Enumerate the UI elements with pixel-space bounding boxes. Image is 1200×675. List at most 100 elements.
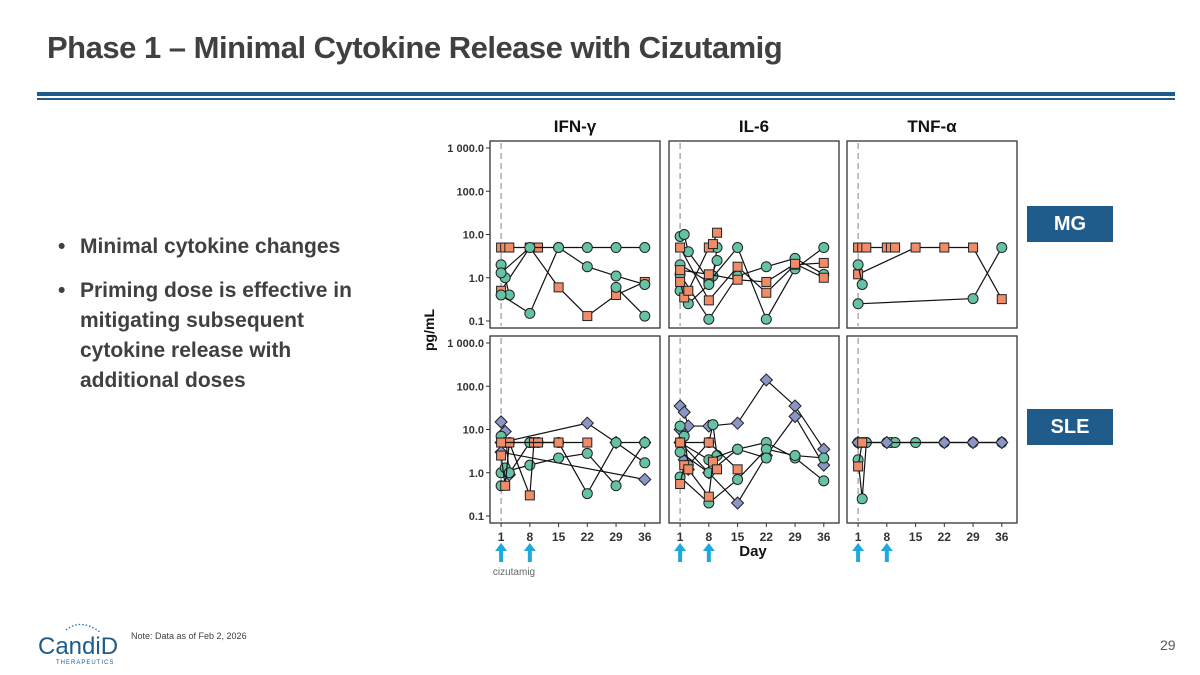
panel-title: IL-6: [739, 117, 769, 136]
data-point-circle: [760, 452, 772, 464]
x-tick-label: 1: [677, 530, 684, 544]
panel-title: IFN-γ: [554, 117, 597, 136]
data-point-square: [703, 295, 714, 306]
x-tick-label: 36: [817, 530, 831, 544]
y-axis-label: pg/mL: [421, 309, 437, 351]
data-point-circle: [639, 278, 651, 290]
data-point-circle: [610, 242, 622, 254]
data-point-square: [853, 461, 864, 472]
data-point-square: [675, 276, 686, 287]
dose-arrow-icon: [880, 543, 893, 562]
series-line: [500, 451, 645, 481]
dose-arrow-shape: [880, 543, 893, 562]
data-point-circle: [581, 242, 593, 254]
data-point-diamond: [759, 373, 774, 387]
dose-arrow-shape: [674, 543, 687, 562]
data-point-square: [910, 242, 921, 253]
panel-frame: [846, 140, 1018, 329]
data-point-circle: [610, 270, 622, 282]
data-point-square: [761, 276, 772, 287]
y-tick-label: 100.0: [456, 381, 484, 393]
dose-arrow-icon: [702, 543, 715, 562]
data-point-circle: [553, 452, 565, 464]
data-point-diamond: [580, 416, 595, 430]
data-point-square: [675, 437, 686, 448]
data-point-square: [732, 464, 743, 475]
x-tick-label: 15: [731, 530, 745, 544]
x-tick-label: 29: [788, 530, 802, 544]
data-point-circle: [707, 419, 719, 431]
data-point-circle: [639, 310, 651, 322]
data-point-circle: [856, 493, 868, 505]
data-point-square: [496, 450, 507, 461]
x-tick-label: 1: [498, 530, 505, 544]
data-point-circle: [711, 255, 723, 267]
data-point-square: [732, 274, 743, 285]
data-point-circle: [495, 289, 507, 301]
series-line: [615, 286, 646, 317]
dose-arrow-shape: [523, 543, 536, 562]
data-point-circle: [581, 261, 593, 273]
x-tick-label: 8: [526, 530, 533, 544]
series-line: [679, 442, 767, 461]
x-axis-label: Day: [739, 543, 767, 560]
data-point-circle: [674, 446, 686, 458]
title-divider-thin: [37, 98, 1175, 100]
data-point-square: [683, 464, 694, 475]
data-point-circle: [674, 420, 686, 432]
y-tick-label: 100.0: [456, 186, 484, 198]
row-tag-mg: MG: [1027, 206, 1113, 242]
page-number: 29: [1160, 637, 1176, 653]
data-point-circle: [524, 459, 536, 471]
data-point-circle: [703, 313, 715, 325]
bullet-dot-icon: •: [58, 279, 66, 302]
data-point-diamond: [730, 416, 745, 430]
panel-frame: [668, 335, 840, 524]
x-tick-label: 22: [581, 530, 595, 544]
data-point-diamond: [638, 472, 652, 487]
logo-subtext: THERAPEUTICS: [56, 660, 114, 666]
dose-arrow-icon: [852, 543, 865, 562]
bullet-list: • Minimal cytokine changes • Priming dose …: [58, 232, 378, 410]
y-tick-label: 1.0: [469, 273, 484, 285]
data-point-circle: [703, 278, 715, 290]
data-point-square: [703, 437, 714, 448]
dose-arrow-icon: [674, 543, 687, 562]
data-point-square: [553, 282, 564, 293]
data-point-circle: [732, 443, 744, 455]
series-line: [679, 441, 825, 482]
data-point-diamond: [788, 409, 802, 424]
logo-text: CandiD: [38, 633, 118, 660]
data-point-circle: [639, 457, 651, 469]
data-point-circle: [639, 242, 651, 254]
data-point-circle: [789, 450, 801, 462]
company-logo: CandiD THERAPEUTICS: [38, 623, 118, 666]
data-point-square: [703, 491, 714, 502]
data-point-square: [857, 437, 868, 448]
data-point-circle: [581, 488, 593, 500]
data-point-diamond: [677, 405, 691, 419]
data-point-square: [582, 437, 593, 448]
data-point-square: [818, 272, 829, 283]
data-point-square: [524, 490, 535, 501]
y-tick-label: 1 000.0: [447, 143, 484, 155]
data-point-diamond: [995, 435, 1009, 450]
bullet-item: • Priming dose is effective in mitigating…: [58, 276, 378, 396]
data-point-square: [496, 437, 507, 448]
data-point-square: [675, 478, 686, 489]
data-point-circle: [818, 475, 830, 487]
data-point-square: [500, 480, 511, 491]
y-tick-label: 0.1: [469, 316, 484, 328]
data-point-square: [861, 242, 872, 253]
x-tick-label: 36: [995, 530, 1009, 544]
data-point-circle: [856, 278, 868, 290]
data-point-circle: [760, 313, 772, 325]
data-point-diamond: [937, 435, 952, 450]
data-point-square: [675, 242, 686, 253]
x-tick-label: 22: [760, 530, 774, 544]
data-point-square: [996, 294, 1007, 305]
data-point-circle: [495, 267, 507, 279]
data-point-circle: [967, 293, 979, 305]
data-point-circle: [524, 307, 536, 319]
